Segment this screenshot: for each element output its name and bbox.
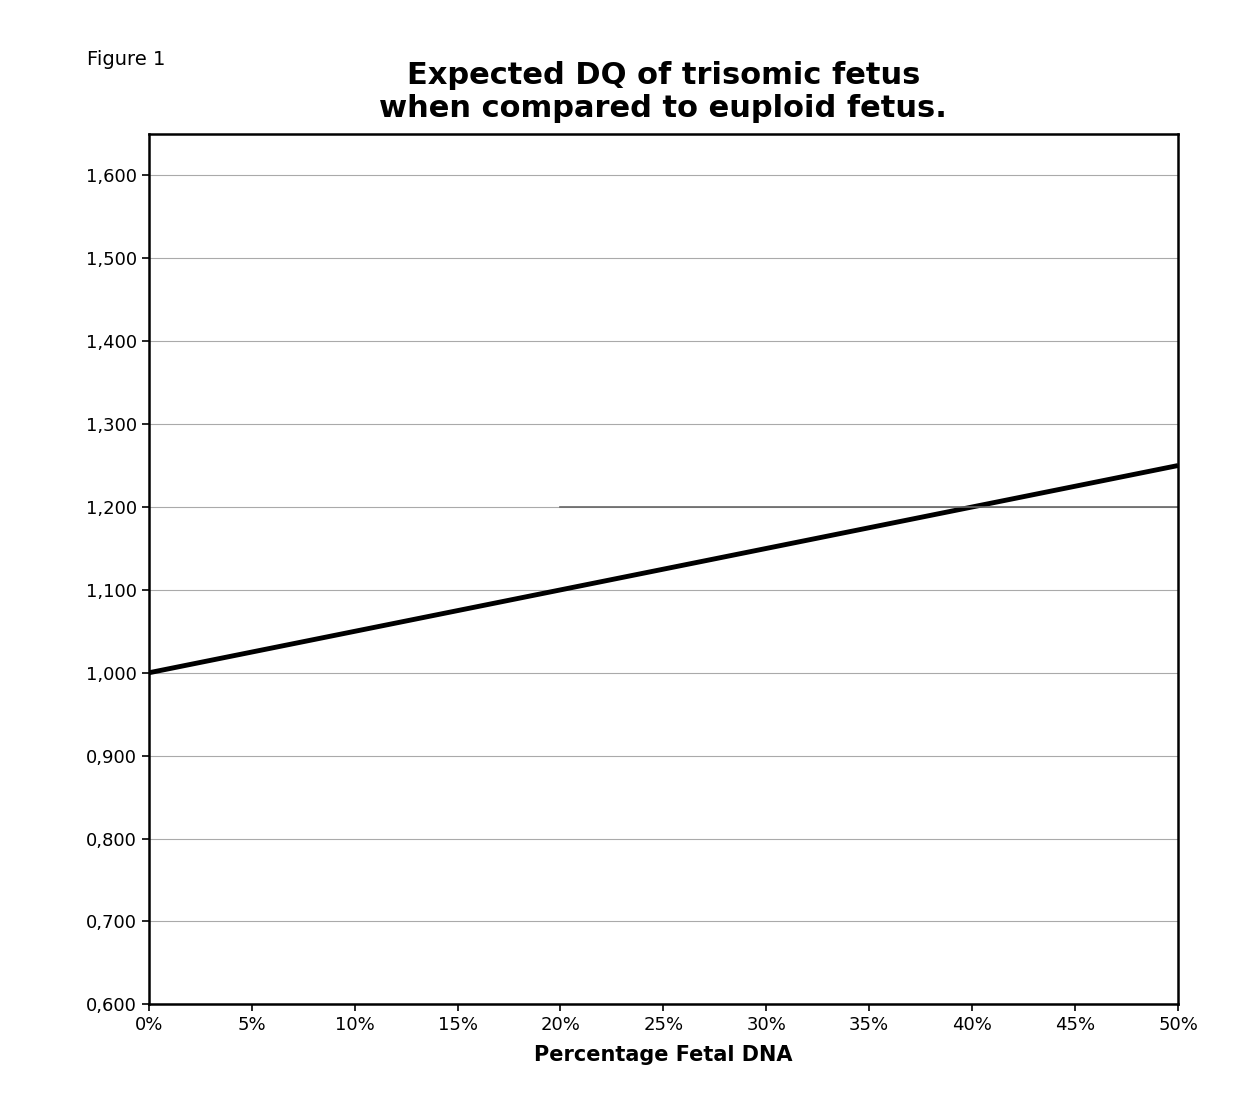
X-axis label: Percentage Fetal DNA: Percentage Fetal DNA [534, 1046, 792, 1066]
Text: Figure 1: Figure 1 [87, 50, 165, 69]
Title: Expected DQ of trisomic fetus
when compared to euploid fetus.: Expected DQ of trisomic fetus when compa… [379, 60, 947, 123]
